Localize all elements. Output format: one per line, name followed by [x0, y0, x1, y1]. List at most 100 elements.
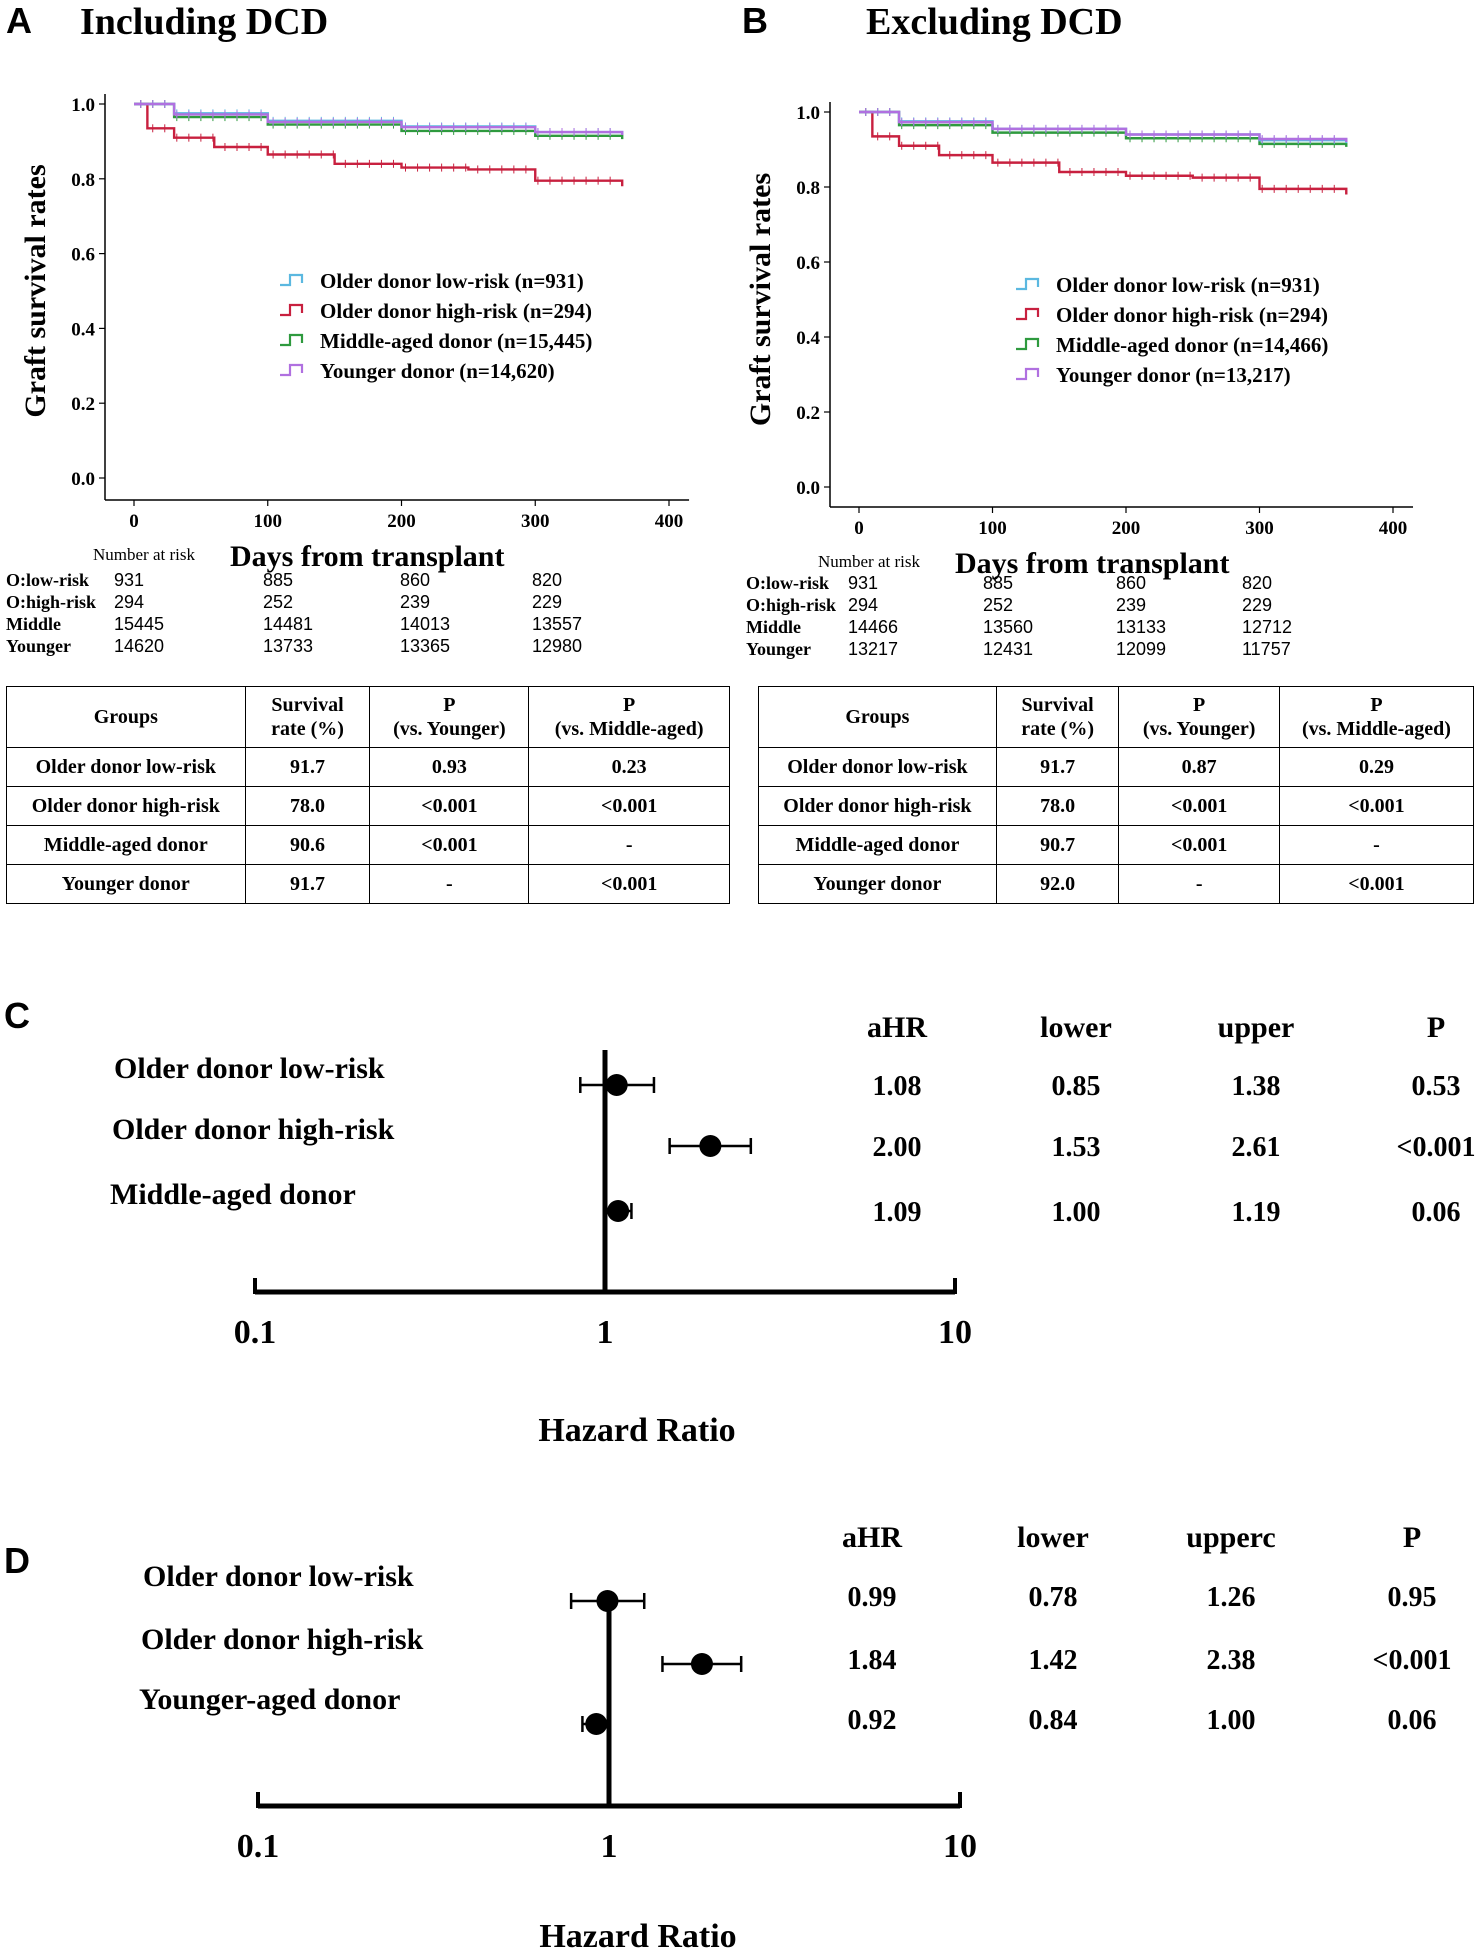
- legend-older-low-risk-swatch: [1016, 277, 1040, 291]
- cell-survival: 92.0: [995, 864, 1120, 904]
- risk-count: 14481: [263, 614, 314, 634]
- row-older-low-risk: Older donor low-risk 91.7 0.87 0.29: [758, 747, 1475, 787]
- hr-axis-label: Hazard Ratio: [538, 1412, 735, 1449]
- cell-group: Older donor high-risk: [758, 786, 997, 826]
- forest-plot-c: 0.1 1 10 Hazard Ratio aHR lower upper P Older do…: [110, 1011, 1475, 1449]
- risk-count: 294: [848, 595, 879, 615]
- risk-row-label: Younger: [746, 639, 812, 659]
- legend-older-high-risk-swatch: [280, 303, 304, 317]
- legend-older-high-risk-swatch: [1016, 307, 1040, 321]
- column-header-lower: lower: [1040, 1011, 1112, 1044]
- number-at-risk-label: Number at risk: [93, 545, 195, 564]
- legend-older-low-risk: Older donor low-risk (n=931): [320, 269, 584, 293]
- forest-value: <0.001: [1373, 1645, 1452, 1676]
- legend-younger: Younger donor (n=13,217): [1056, 363, 1291, 387]
- forest-value: 0.85: [1052, 1071, 1101, 1102]
- cell-survival: 91.7: [244, 747, 371, 787]
- risk-count: 13557: [532, 614, 583, 634]
- risk-count: 229: [1242, 595, 1273, 615]
- panel-title-a: Including DCD: [80, 1, 329, 43]
- forest-value: 1.53: [1052, 1132, 1101, 1163]
- risk-count: 229: [532, 592, 563, 612]
- cell-p-middle: -: [528, 825, 730, 865]
- th-p-label: P: [1193, 694, 1206, 716]
- forest-row-label: Older donor low-risk: [143, 1560, 414, 1593]
- x-axis-label: Days from transplant: [955, 547, 1229, 580]
- legend-middle-aged-swatch: [280, 333, 304, 347]
- risk-count: 860: [400, 570, 431, 590]
- y-tick-label: 0.2: [796, 403, 820, 424]
- th-survival: Survival rate (%): [244, 686, 371, 748]
- risk-count: 11757: [1242, 639, 1291, 659]
- hr-axis-label: Hazard Ratio: [539, 1918, 736, 1955]
- risk-table-a: O:low-risk 931 885 860 820 O:high-risk 294 252 2…: [0, 570, 700, 670]
- column-header-upperc: upperc: [1186, 1521, 1275, 1554]
- survival-table-b: Groups Survival rate (%) P (vs. Younger) P…: [758, 686, 1475, 904]
- legend-middle-aged-swatch: [1016, 337, 1040, 351]
- forest-value: 1.26: [1207, 1582, 1256, 1613]
- cell-p-younger: -: [1118, 864, 1280, 904]
- cell-p-middle: -: [1278, 825, 1475, 865]
- row-older-low-risk: Older donor low-risk 91.7 0.93 0.23: [6, 747, 730, 787]
- th-p-younger: P (vs. Younger): [1118, 686, 1280, 748]
- th-p-middle: P (vs. Middle-aged): [1278, 686, 1475, 748]
- y-tick-label: 1.0: [71, 95, 95, 116]
- y-tick-label: 0.4: [796, 328, 820, 349]
- panel-label-a: A: [6, 0, 32, 41]
- th-groups: Groups: [758, 686, 997, 748]
- risk-table-b: O:low-risk 931 885 860 820 O:high-risk 294 252 2…: [740, 573, 1480, 673]
- legend-middle-aged: Middle-aged donor (n=14,466): [1056, 333, 1328, 357]
- cell-p-younger: -: [369, 864, 530, 904]
- hr-point: [585, 1713, 608, 1735]
- th-p-younger: P (vs. Younger): [369, 686, 530, 748]
- forest-row-label: Older donor low-risk: [114, 1052, 385, 1085]
- cell-p-younger: 0.93: [369, 747, 530, 787]
- forest-value: 1.00: [1052, 1197, 1101, 1228]
- cell-group: Older donor low-risk: [6, 747, 246, 787]
- y-tick-label: 0.8: [796, 178, 820, 199]
- row-older-high-risk: Older donor high-risk 78.0 <0.001 <0.001: [6, 786, 730, 826]
- survival-table-a: Groups Survival rate (%) P (vs. Younger) P…: [6, 686, 730, 904]
- forest-value: 1.08: [873, 1071, 922, 1102]
- cell-survival: 78.0: [995, 786, 1120, 826]
- risk-row-label: Younger: [6, 636, 72, 656]
- cell-p-middle: <0.001: [528, 864, 730, 904]
- risk-count: 252: [263, 592, 294, 612]
- y-tick-label: 0.4: [71, 319, 95, 340]
- panel-title-b: Excluding DCD: [866, 1, 1123, 43]
- legend-younger: Younger donor (n=14,620): [320, 359, 555, 383]
- risk-count: 294: [114, 592, 145, 612]
- column-header-ahr: aHR: [842, 1521, 902, 1554]
- risk-count: 885: [263, 570, 294, 590]
- risk-row-label: O:low-risk: [6, 570, 89, 590]
- cell-p-younger: <0.001: [369, 786, 530, 826]
- risk-count: 820: [532, 570, 563, 590]
- x-tick-label: 0: [129, 511, 139, 532]
- cell-group: Middle-aged donor: [6, 825, 246, 865]
- th-p-label: P: [443, 694, 456, 716]
- risk-row-label: Middle: [746, 617, 802, 637]
- curve-younger: [859, 110, 1348, 142]
- panel-label-c: C: [4, 995, 30, 1036]
- forest-row-label: Older donor high-risk: [141, 1623, 424, 1656]
- risk-count: 885: [983, 573, 1014, 593]
- cell-p-younger: <0.001: [1118, 825, 1280, 865]
- forest-plot-d: 0.1 1 10 Hazard Ratio aHR lower upperc P Older d…: [139, 1521, 1452, 1955]
- forest-value: 0.53: [1412, 1071, 1461, 1102]
- x-tick-label: 200: [387, 511, 416, 532]
- cell-p-younger: 0.87: [1118, 747, 1280, 787]
- th-vs-middle: (vs. Middle-aged): [554, 718, 704, 740]
- hr-tick-label: 1: [597, 1314, 614, 1351]
- x-tick-label: 300: [521, 511, 550, 532]
- row-younger: Younger donor 92.0- <0.001: [758, 864, 1475, 904]
- th-p-label: P: [1370, 694, 1383, 716]
- th-p-label: P: [623, 694, 636, 716]
- risk-count: 820: [1242, 573, 1273, 593]
- hr-point: [607, 1200, 630, 1222]
- x-tick-label: 300: [1245, 518, 1274, 539]
- km-chart-a: 0.0 0.2 0.4 0.6 0.8 1.0 0 100 200 300 400 Graft sur…: [19, 94, 690, 573]
- forest-value: 2.00: [873, 1132, 922, 1163]
- x-tick-label: 100: [978, 518, 1007, 539]
- number-at-risk-label: Number at risk: [818, 552, 920, 571]
- y-tick-label: 0.2: [71, 394, 95, 415]
